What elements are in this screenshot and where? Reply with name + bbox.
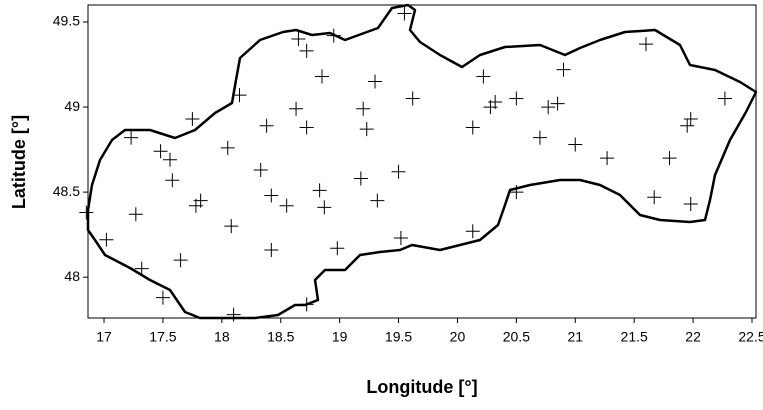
station-marker — [476, 69, 491, 84]
station-marker — [600, 151, 615, 166]
station-marker — [568, 137, 583, 152]
y-tick-label: 49.5 — [53, 13, 80, 29]
station-marker — [312, 183, 327, 198]
x-tick-label: 17 — [96, 329, 112, 345]
station-marker — [465, 120, 480, 135]
station-marker — [173, 253, 188, 268]
station-marker — [717, 91, 732, 106]
x-tick-label: 22.5 — [738, 329, 763, 345]
station-marker — [683, 111, 698, 126]
x-tick-label: 19 — [332, 329, 348, 345]
x-axis-label: Longitude [°] — [366, 377, 477, 397]
station-marker — [326, 28, 341, 43]
x-tick-label: 21 — [567, 329, 583, 345]
station-marker — [99, 232, 114, 247]
station-marker — [393, 231, 408, 246]
station-marker — [299, 43, 314, 58]
station-marker — [299, 120, 314, 135]
x-tick-label: 22 — [685, 329, 701, 345]
y-tick-label: 49 — [64, 98, 80, 114]
station-marker — [253, 163, 268, 178]
station-marker — [134, 261, 149, 276]
station-marker — [550, 96, 565, 111]
station-marker — [124, 130, 139, 145]
station-marker — [162, 152, 177, 167]
station-marker — [317, 200, 332, 215]
x-tick-label: 19.5 — [385, 329, 412, 345]
station-marker — [509, 91, 524, 106]
station-marker — [155, 290, 170, 305]
station-marker — [289, 101, 304, 116]
station-marker — [226, 307, 241, 322]
station-marker — [220, 140, 235, 155]
station-marker — [299, 297, 314, 312]
y-axis-label: Latitude [°] — [9, 115, 29, 209]
station-marker — [291, 32, 306, 47]
station-marker — [509, 185, 524, 200]
station-marker — [391, 164, 406, 179]
station-marker — [353, 171, 368, 186]
station-marker — [224, 219, 239, 234]
station-marker — [314, 69, 329, 84]
station-marker — [405, 91, 420, 106]
station-marker — [128, 207, 143, 222]
station-marker — [79, 205, 94, 220]
x-tick-label: 20.5 — [503, 329, 530, 345]
station-marker — [541, 100, 556, 115]
station-marker — [647, 190, 662, 205]
x-tick-label: 20 — [450, 329, 466, 345]
station-marker — [556, 62, 571, 77]
country-outline — [86, 3, 758, 320]
station-marker — [232, 88, 247, 103]
x-tick-label: 17.5 — [149, 329, 176, 345]
station-marker — [264, 188, 279, 203]
station-marker — [680, 118, 695, 133]
station-marker — [185, 111, 200, 126]
x-tick-label: 18.5 — [267, 329, 294, 345]
y-tick-label: 48 — [64, 268, 80, 284]
station-marker — [193, 193, 208, 208]
y-tick-label: 48.5 — [53, 183, 80, 199]
station-marker — [683, 197, 698, 212]
station-marker — [488, 94, 503, 109]
station-marker — [367, 74, 382, 89]
station-marker — [532, 130, 547, 145]
station-marker — [279, 198, 294, 213]
station-marker — [165, 173, 180, 188]
station-marker — [153, 144, 168, 159]
station-marker — [330, 241, 345, 256]
station-marker — [264, 242, 279, 257]
station-marker — [465, 224, 480, 239]
station-marker — [370, 193, 385, 208]
station-marker — [259, 118, 274, 133]
plot-frame — [87, 4, 757, 319]
station-marker — [638, 37, 653, 52]
station-marker — [662, 151, 677, 166]
x-tick-label: 18 — [214, 329, 230, 345]
x-tick-label: 21.5 — [621, 329, 648, 345]
station-marker — [359, 122, 374, 137]
station-marker — [397, 6, 412, 21]
station-marker — [356, 101, 371, 116]
